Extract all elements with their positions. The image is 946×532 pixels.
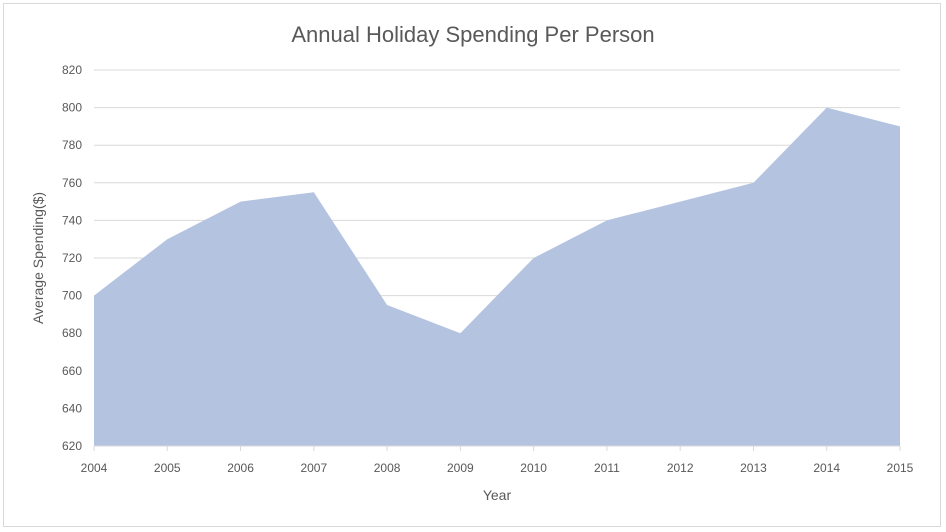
- x-tick-label: 2005: [154, 461, 181, 475]
- y-tick-label: 620: [62, 439, 82, 453]
- y-tick-label: 720: [62, 251, 82, 265]
- area-series: [93, 107, 901, 446]
- y-tick-label: 700: [62, 289, 82, 303]
- x-tick-label: 2009: [447, 461, 474, 475]
- x-tick-label: 2012: [667, 461, 694, 475]
- x-tick-label: 2008: [374, 461, 401, 475]
- y-tick-label: 780: [62, 138, 82, 152]
- chart-title: Annual Holiday Spending Per Person: [291, 22, 655, 47]
- y-axis: 620 640 660 680 700 720 740 760 780 800 820: [62, 63, 82, 453]
- y-tick-label: 680: [62, 326, 82, 340]
- x-tick-label: 2006: [227, 461, 254, 475]
- y-tick-label: 760: [62, 176, 82, 190]
- x-tick-label: 2013: [740, 461, 767, 475]
- x-tick-label: 2014: [813, 461, 840, 475]
- x-axis-label: Year: [483, 487, 512, 503]
- y-tick-label: 640: [62, 401, 82, 415]
- y-tick-label: 660: [62, 364, 82, 378]
- x-axis: 2004 2005 2006 2007 2008 2009 2010 2011 2012 2013…: [81, 445, 914, 475]
- y-tick-label: 820: [62, 63, 82, 77]
- x-tick-label: 2015: [887, 461, 914, 475]
- x-tick-label: 2010: [520, 461, 547, 475]
- y-tick-label: 740: [62, 213, 82, 227]
- y-tick-label: 800: [62, 101, 82, 115]
- y-axis-label: Average Spending($): [30, 192, 46, 324]
- area-fill: [94, 107, 900, 446]
- x-tick-label: 2004: [81, 461, 108, 475]
- x-tick-label: 2007: [300, 461, 327, 475]
- x-tick-label: 2011: [594, 461, 620, 475]
